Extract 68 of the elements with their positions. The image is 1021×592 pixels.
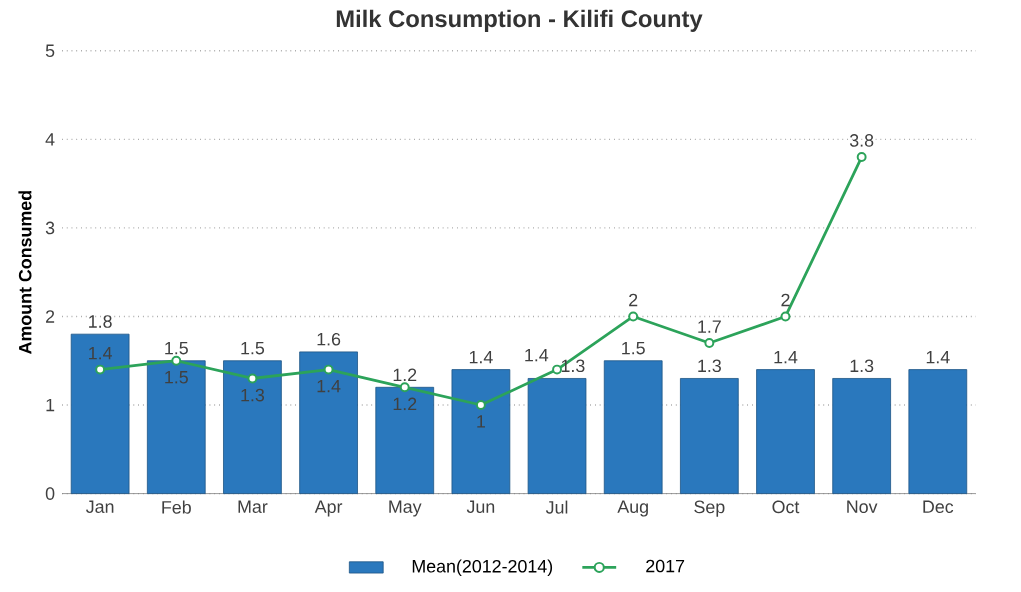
data-label: 1.4: [926, 350, 950, 364]
x-tick-label: Feb: [162, 500, 191, 514]
x-tick-label: Dec: [923, 500, 954, 513]
point: [552, 364, 562, 375]
data-label: 1.4: [774, 350, 798, 364]
x-tick-label: Jun: [466, 500, 495, 513]
data-label: 1.5: [165, 370, 188, 384]
data-label: 1.2: [393, 368, 417, 381]
data-label: 1.5: [241, 341, 265, 355]
data-label: 1.3: [850, 359, 874, 372]
data-label: 1.8: [89, 315, 112, 328]
data-label: 1.3: [698, 359, 721, 372]
data-label: 1.2: [393, 397, 417, 410]
data-label: 1.3: [561, 359, 585, 372]
y-tick-label: 3: [45, 221, 55, 235]
x-tick-label: Sep: [694, 500, 725, 517]
y-tick-label: 1: [46, 398, 55, 412]
point: [95, 364, 106, 375]
bar: [299, 351, 358, 494]
bar: [223, 360, 282, 494]
bar: [146, 360, 206, 494]
bar: [375, 386, 435, 494]
y-tick-label: 5: [45, 44, 55, 57]
point: [704, 337, 715, 348]
bar: [451, 369, 511, 494]
x-tick-label: Aug: [617, 500, 648, 517]
y-tick-label: 2: [46, 310, 55, 323]
data-label: 2: [629, 293, 638, 307]
point: [247, 373, 258, 384]
point: [780, 311, 791, 322]
data-label: 1.4: [469, 350, 493, 364]
data-label: 3.8: [849, 133, 874, 147]
x-tick-label: Oct: [772, 500, 800, 514]
data-label: 1.6: [317, 332, 341, 346]
point: [399, 382, 410, 393]
y-axis-title: Amount Consumed: [18, 190, 32, 354]
bar: [680, 377, 739, 494]
data-label: 1.5: [622, 341, 645, 355]
data-label: 1.3: [241, 388, 265, 402]
point: [475, 399, 486, 410]
bar: [756, 369, 815, 494]
chart-title: Milk Consumption - Kilifi County: [336, 9, 703, 32]
point: [323, 364, 334, 375]
data-label: 2: [781, 293, 790, 307]
data-label: 1.7: [698, 320, 721, 333]
x-tick-label: May: [389, 500, 422, 517]
bar: [603, 360, 663, 494]
bar: [832, 377, 891, 494]
data-label: 1.5: [165, 341, 188, 355]
x-tick-label: Apr: [314, 500, 343, 517]
y-tick-label: 0: [45, 487, 55, 500]
data-label: 1.4: [89, 346, 112, 360]
legend-label: 2017: [646, 559, 685, 573]
y-tick-label: 4: [45, 133, 55, 146]
x-tick-label: Nov: [847, 500, 878, 513]
data-label: 1: [477, 415, 485, 428]
point: [856, 151, 867, 162]
bar: [70, 333, 130, 494]
legend-label: Mean(2012-2014): [412, 559, 553, 576]
x-tick-label: Jan: [86, 500, 114, 513]
x-tick-label: Jul: [545, 500, 568, 514]
data-label: 1.4: [525, 348, 549, 362]
bar: [908, 369, 968, 494]
x-tick-label: Mar: [238, 500, 268, 513]
data-label: 1.4: [317, 379, 341, 393]
bar: [527, 377, 587, 494]
point: [171, 355, 182, 366]
point: [628, 311, 639, 322]
